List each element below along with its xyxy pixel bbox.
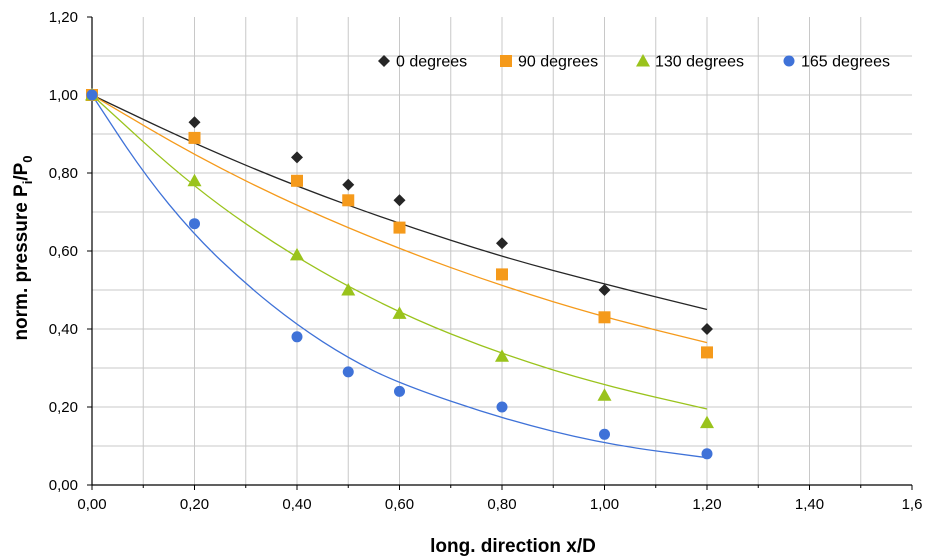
data-point-0-degrees (496, 237, 508, 250)
y-tick-label: 1,00 (49, 87, 78, 104)
x-tick-label: 0,60 (385, 496, 414, 513)
x-tick-label: 1,40 (795, 496, 824, 513)
data-point-90-degrees (701, 346, 713, 359)
data-point-0-degrees (188, 116, 201, 129)
legend-label: 0 degrees (396, 54, 467, 71)
y-tick-label: 0,20 (49, 399, 78, 416)
y-axis-title-sub-0: 0 (20, 155, 35, 162)
x-tick-label: 1,00 (590, 496, 619, 513)
x-tick-label: 0,00 (77, 496, 106, 513)
legend-marker-90-degrees (500, 55, 512, 67)
y-axis-title-prefix: norm. pressure P (11, 184, 32, 341)
y-tick-label: 0,40 (49, 321, 78, 338)
data-point-130-degrees (392, 306, 407, 319)
legend-marker-130-degrees (636, 54, 650, 67)
data-point-130-degrees (187, 173, 202, 187)
y-tick-label: 0,80 (49, 165, 78, 182)
data-point-130-degrees (290, 247, 304, 261)
x-tick-label: 0,20 (180, 496, 209, 513)
x-tick-label: 1,20 (692, 496, 721, 513)
x-axis-title: long. direction x/D (430, 536, 596, 557)
axes (87, 16, 913, 490)
trend-line-90-degrees (91, 94, 708, 344)
y-axis-title-slash: /P (11, 162, 32, 180)
data-point-0-degrees (291, 151, 303, 164)
y-axis-title: norm. pressure Pi/P0 (11, 155, 35, 340)
data-point-165-degrees (86, 89, 98, 101)
data-point-0-degrees (701, 323, 713, 335)
data-point-165-degrees (394, 385, 405, 397)
data-point-165-degrees (189, 218, 200, 230)
legend-label: 90 degrees (518, 54, 598, 71)
data-point-90-degrees (291, 174, 303, 187)
data-point-165-degrees (342, 366, 354, 378)
x-tick-label: 0,40 (282, 496, 311, 513)
data-point-0-degrees (598, 284, 611, 296)
y-tick-labels: 0,00 0,20 0,40 0,60 0,80 1,00 1,20 (49, 9, 78, 494)
data-point-130-degrees (341, 283, 356, 296)
data-point-130-degrees (597, 388, 612, 401)
legend: 0 degrees 90 degrees 130 degrees 165 degree… (378, 54, 890, 71)
x-tick-label: 1,6 (902, 496, 923, 513)
data-point-130-degrees (700, 415, 714, 429)
data-point-90-degrees (598, 311, 611, 324)
data-point-130-degrees (495, 349, 509, 362)
y-tick-label: 0,00 (49, 477, 78, 494)
data-point-165-degrees (599, 428, 610, 440)
legend-marker-0-degrees (378, 55, 390, 67)
data-point-165-degrees (701, 448, 713, 460)
trend-line-0-degrees (91, 94, 708, 311)
y-tick-label: 1,20 (49, 9, 78, 26)
trend-line-165-degrees (91, 94, 708, 459)
data-point-90-degrees (496, 268, 508, 281)
data-markers (85, 88, 714, 460)
data-point-165-degrees (291, 331, 303, 343)
data-point-165-degrees (496, 401, 508, 413)
data-point-0-degrees (393, 194, 406, 207)
data-point-90-degrees (393, 221, 406, 234)
y-tick-label: 0,60 (49, 243, 78, 260)
data-point-0-degrees (342, 178, 355, 191)
legend-marker-165-degrees (783, 55, 795, 67)
x-tick-labels: 0,00 0,20 0,40 0,60 0,80 1,00 1,20 1,40 1,6 (77, 496, 922, 513)
legend-label: 165 degrees (801, 54, 890, 71)
gridlines (92, 17, 912, 485)
data-point-90-degrees (342, 194, 355, 207)
legend-label: 130 degrees (655, 54, 744, 71)
x-tick-label: 0,80 (487, 496, 516, 513)
data-point-90-degrees (188, 131, 201, 144)
y-axis-title-sub-i: i (20, 181, 35, 185)
